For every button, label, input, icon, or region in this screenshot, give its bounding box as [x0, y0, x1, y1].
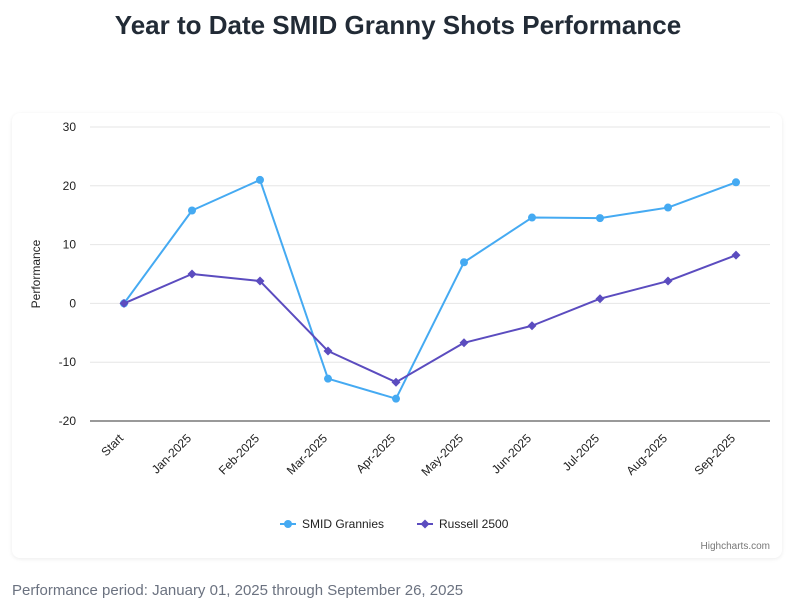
axes: 30 20 10 0 -10 -20 Start Jan-2025 Feb-2025 Mar-20… [59, 120, 770, 479]
x-tick-label: Apr-2025 [353, 431, 398, 476]
legend-item[interactable]: SMID Grannies [280, 517, 384, 531]
data-point[interactable] [323, 346, 333, 356]
series-line [123, 178, 737, 400]
x-tick-label: Feb-2025 [216, 431, 262, 477]
data-point[interactable] [187, 269, 197, 279]
page-title: Year to Date SMID Granny Shots Performan… [114, 10, 682, 40]
data-point[interactable] [663, 276, 673, 286]
line-chart: 30 20 10 0 -10 -20 Start Jan-2025 Feb-2025 Mar-20… [29, 120, 770, 531]
data-point[interactable] [256, 175, 264, 184]
x-tick-label: Start [98, 431, 126, 459]
x-tick-label: Jan-2025 [149, 431, 195, 477]
credits-link[interactable]: Highcharts.com [700, 541, 770, 552]
legend-label: Russell 2500 [439, 517, 509, 531]
x-tick-label: Mar-2025 [284, 431, 330, 477]
data-point[interactable] [459, 338, 469, 348]
y-axis-title: Performance [29, 239, 43, 308]
x-tick-label: Sep-2025 [691, 431, 738, 478]
data-point[interactable] [119, 298, 129, 308]
x-tick-label: Jul-2025 [560, 431, 603, 474]
data-point[interactable] [596, 214, 604, 223]
y-tick-label: 10 [63, 238, 77, 252]
data-point[interactable] [391, 377, 401, 387]
legend: SMID Grannies Russell 2500 [280, 517, 509, 531]
data-point[interactable] [731, 250, 741, 260]
performance-period-note: Performance period: January 01, 2025 thr… [12, 582, 464, 599]
chart-container: 30 20 10 0 -10 -20 Start Jan-2025 Feb-2025 Mar-20… [12, 113, 782, 558]
y-tick-label: 30 [63, 120, 77, 134]
series-line [123, 254, 737, 384]
legend-label: SMID Grannies [302, 517, 384, 531]
data-point[interactable] [528, 213, 536, 222]
legend-item[interactable]: Russell 2500 [417, 517, 509, 531]
data-point[interactable] [255, 276, 265, 286]
data-point[interactable] [595, 294, 605, 304]
y-tick-label: 0 [69, 296, 76, 310]
x-tick-label: Jun-2025 [489, 431, 535, 477]
x-tick-label: Aug-2025 [623, 431, 670, 478]
data-point[interactable] [460, 258, 468, 267]
series-russell-2500 [119, 250, 741, 387]
grid-lines [90, 126, 770, 363]
data-point[interactable] [732, 178, 740, 187]
diamond-marker-icon [420, 519, 430, 529]
data-point[interactable] [392, 394, 400, 403]
series-smid-grannies [120, 175, 740, 403]
data-point[interactable] [188, 206, 196, 215]
y-tick-label: -10 [59, 355, 77, 369]
x-tick-label: May-2025 [418, 431, 466, 479]
y-tick-label: 20 [63, 179, 77, 193]
y-tick-label: -20 [59, 414, 77, 428]
data-point[interactable] [527, 321, 537, 331]
data-point[interactable] [664, 203, 672, 212]
circle-marker-icon [284, 520, 292, 528]
series-layer [119, 175, 741, 403]
data-point[interactable] [324, 374, 332, 383]
